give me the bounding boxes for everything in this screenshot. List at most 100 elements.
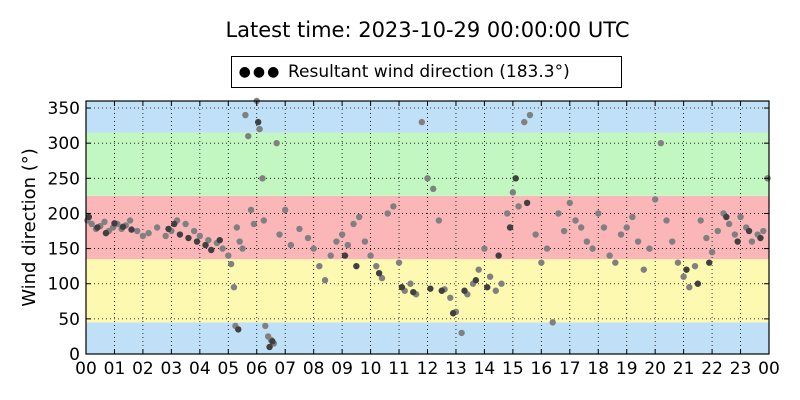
legend-label: Resultant wind direction (183.3°) (288, 62, 570, 82)
data-point (515, 203, 522, 210)
x-tick-label: 15 (502, 359, 524, 379)
x-tick-label: 11 (388, 359, 410, 379)
data-point (583, 238, 591, 245)
data-point (327, 252, 334, 259)
data-point (395, 259, 403, 266)
dark-data-point (694, 280, 702, 287)
data-point (260, 217, 268, 224)
dark-data-point (683, 266, 690, 273)
x-tick-label: 00 (75, 359, 97, 379)
x-tick-label: 23 (730, 359, 752, 379)
y-tick-label: 350 (48, 99, 80, 119)
dark-data-point (353, 262, 360, 270)
data-point (669, 238, 676, 245)
x-tick-label: 12 (417, 359, 439, 379)
x-tick-label: 13 (445, 359, 467, 379)
dark-data-point (208, 246, 215, 254)
data-point (247, 206, 255, 214)
data-point (543, 245, 551, 252)
data-point (435, 217, 443, 224)
data-point (321, 277, 329, 284)
data-point (521, 118, 528, 126)
data-point (651, 196, 659, 203)
dark-data-point (523, 199, 531, 207)
data-point (373, 262, 380, 270)
data-point (139, 232, 147, 240)
data-point (486, 273, 494, 280)
data-point (737, 213, 744, 221)
dark-data-point (427, 285, 434, 292)
y-tick-label: 200 (48, 204, 80, 224)
dark-data-point (495, 252, 502, 259)
dark-data-point (111, 220, 118, 227)
data-point (356, 213, 363, 221)
x-tick-label: 08 (303, 359, 325, 379)
dark-data-point (193, 238, 201, 245)
data-point (686, 284, 693, 291)
dark-data-point (94, 224, 101, 231)
data-point (572, 217, 579, 224)
x-tick-label: 09 (331, 359, 353, 379)
data-point (760, 227, 767, 235)
data-point (350, 220, 357, 228)
data-point (503, 210, 511, 217)
y-tick-label: 150 (48, 240, 80, 260)
data-point (242, 111, 249, 119)
legend: ●●● Resultant wind direction (183.3°) (231, 56, 622, 88)
data-point (88, 220, 95, 228)
data-point (640, 266, 647, 273)
data-point (384, 210, 391, 217)
data-point (333, 238, 340, 245)
dark-data-point (449, 310, 457, 317)
x-tick-label: 07 (274, 359, 296, 379)
dark-data-point (512, 175, 519, 182)
data-point (703, 234, 710, 242)
data-point (748, 238, 756, 245)
y-tick-label: 0 (69, 345, 80, 365)
data-point (196, 232, 204, 240)
data-point (162, 232, 169, 240)
data-point (600, 224, 608, 231)
data-point (663, 217, 670, 224)
data-point (549, 319, 556, 326)
data-point (481, 245, 488, 252)
data-point (153, 224, 161, 231)
dark-data-point (398, 284, 406, 291)
data-point (236, 238, 243, 245)
dark-data-point (506, 224, 514, 231)
data-point (691, 262, 699, 270)
data-point (634, 238, 642, 245)
data-point (680, 273, 687, 280)
data-point (595, 210, 602, 217)
direction-band (86, 101, 769, 133)
dark-data-point (375, 269, 383, 277)
data-point (256, 125, 263, 133)
data-point (606, 252, 613, 259)
data-point (378, 274, 386, 282)
data-point (458, 329, 465, 337)
data-point (262, 322, 269, 330)
data-point (725, 220, 733, 228)
x-tick-label: 22 (701, 359, 723, 379)
data-point (344, 241, 352, 249)
data-point (731, 231, 739, 238)
data-point (623, 224, 630, 231)
dark-data-point (165, 225, 172, 233)
x-tick-label: 18 (587, 359, 609, 379)
data-point (338, 231, 346, 238)
dark-data-point (484, 284, 491, 291)
dark-data-point (472, 277, 480, 284)
data-point (577, 224, 585, 231)
data-point (532, 231, 539, 238)
direction-band (86, 259, 769, 323)
dark-data-point (171, 220, 178, 228)
x-tick-label: 03 (161, 359, 183, 379)
data-point (225, 252, 232, 259)
y-axis-label: Wind direction (°) (19, 148, 40, 307)
y-tick-label: 250 (48, 169, 80, 189)
dark-data-point (410, 288, 417, 296)
data-point (646, 245, 653, 252)
x-tick-label: 19 (616, 359, 638, 379)
dark-data-point (185, 234, 192, 242)
data-point (316, 262, 323, 270)
